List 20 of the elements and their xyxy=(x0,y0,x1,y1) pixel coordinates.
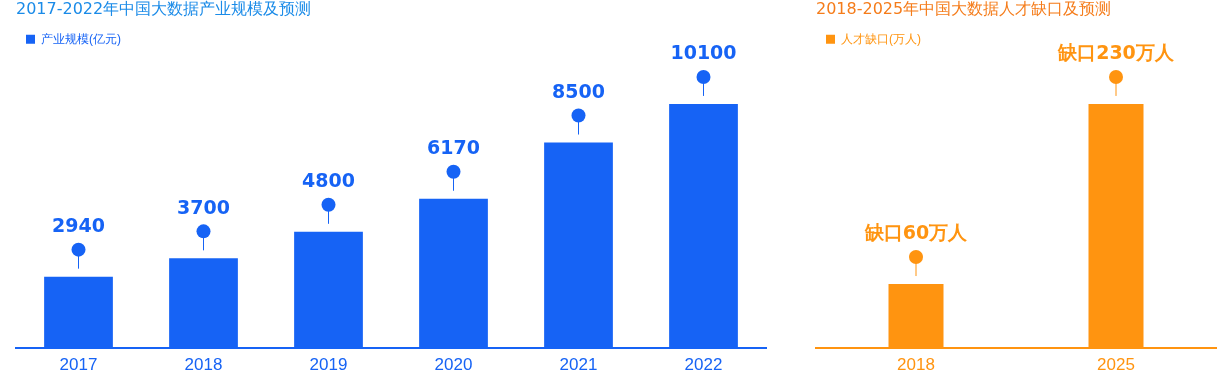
x-tick-label: 2021 xyxy=(559,355,598,375)
x-tick-label: 2025 xyxy=(1097,355,1135,375)
x-tick-label: 2018 xyxy=(184,355,223,375)
data-label: 10100 xyxy=(670,41,737,64)
data-label: 缺口230万人 xyxy=(1057,41,1175,64)
x-tick-label: 2019 xyxy=(309,355,348,375)
data-label: 缺口60万人 xyxy=(863,221,969,244)
legend-label: 人才缺口(万人) xyxy=(841,31,921,46)
data-label: 3700 xyxy=(177,195,230,218)
data-label: 4800 xyxy=(302,169,355,192)
data-label: 6170 xyxy=(427,136,480,159)
data-label: 8500 xyxy=(552,79,605,102)
x-tick-label: 2017 xyxy=(59,355,98,375)
x-tick-label: 2018 xyxy=(897,355,935,375)
x-tick-label: 2020 xyxy=(434,355,473,375)
chart-title: 2018-2025年中国大数据人才缺口及预测 xyxy=(816,0,1112,18)
chart-title: 2017-2022年中国大数据产业规模及预测 xyxy=(16,0,312,18)
x-tick-label: 2022 xyxy=(684,355,723,375)
data-label: 2940 xyxy=(52,214,105,237)
legend-label: 产业规模(亿元) xyxy=(41,31,121,46)
